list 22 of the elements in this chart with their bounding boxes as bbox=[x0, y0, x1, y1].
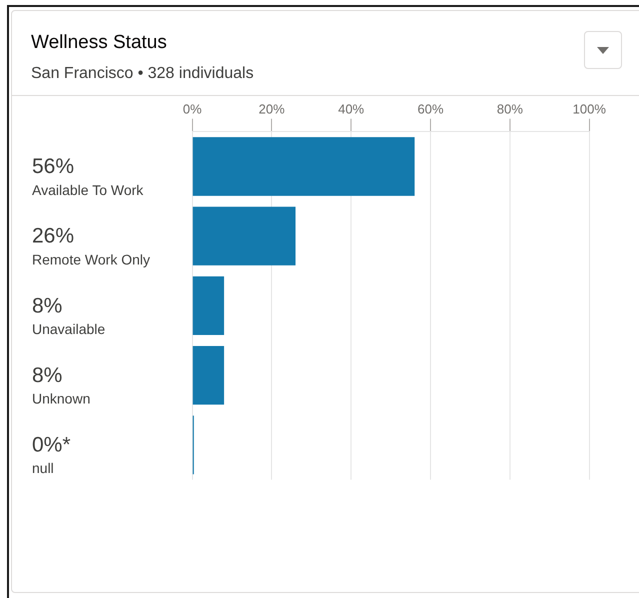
data-label: 8% bbox=[32, 294, 62, 318]
y-tick-label: Unavailable bbox=[32, 321, 106, 337]
x-tick-label: 60% bbox=[417, 101, 444, 116]
data-label: 8% bbox=[32, 364, 62, 387]
bar bbox=[192, 346, 224, 405]
y-tick-label: null bbox=[32, 460, 54, 476]
x-tick-label: 40% bbox=[338, 101, 365, 116]
bar bbox=[192, 206, 296, 266]
bar bbox=[192, 276, 224, 336]
y-tick-label: Unknown bbox=[32, 390, 90, 407]
bar bbox=[192, 137, 415, 196]
data-label: 56% bbox=[32, 155, 74, 178]
x-tick-label: 100% bbox=[572, 101, 606, 116]
x-tick-label: 80% bbox=[496, 101, 524, 116]
x-tick-label: 20% bbox=[258, 101, 286, 116]
chart-title: Wellness Status bbox=[31, 32, 167, 54]
data-label: 26% bbox=[32, 224, 74, 248]
y-tick-label: Remote Work Only bbox=[32, 251, 150, 268]
x-tick-label: 0% bbox=[182, 101, 202, 116]
chart-subtitle: San Francisco • 328 individuals bbox=[31, 64, 254, 84]
data-label: 0%* bbox=[32, 434, 71, 456]
y-tick-label: Available To Work bbox=[32, 182, 144, 198]
